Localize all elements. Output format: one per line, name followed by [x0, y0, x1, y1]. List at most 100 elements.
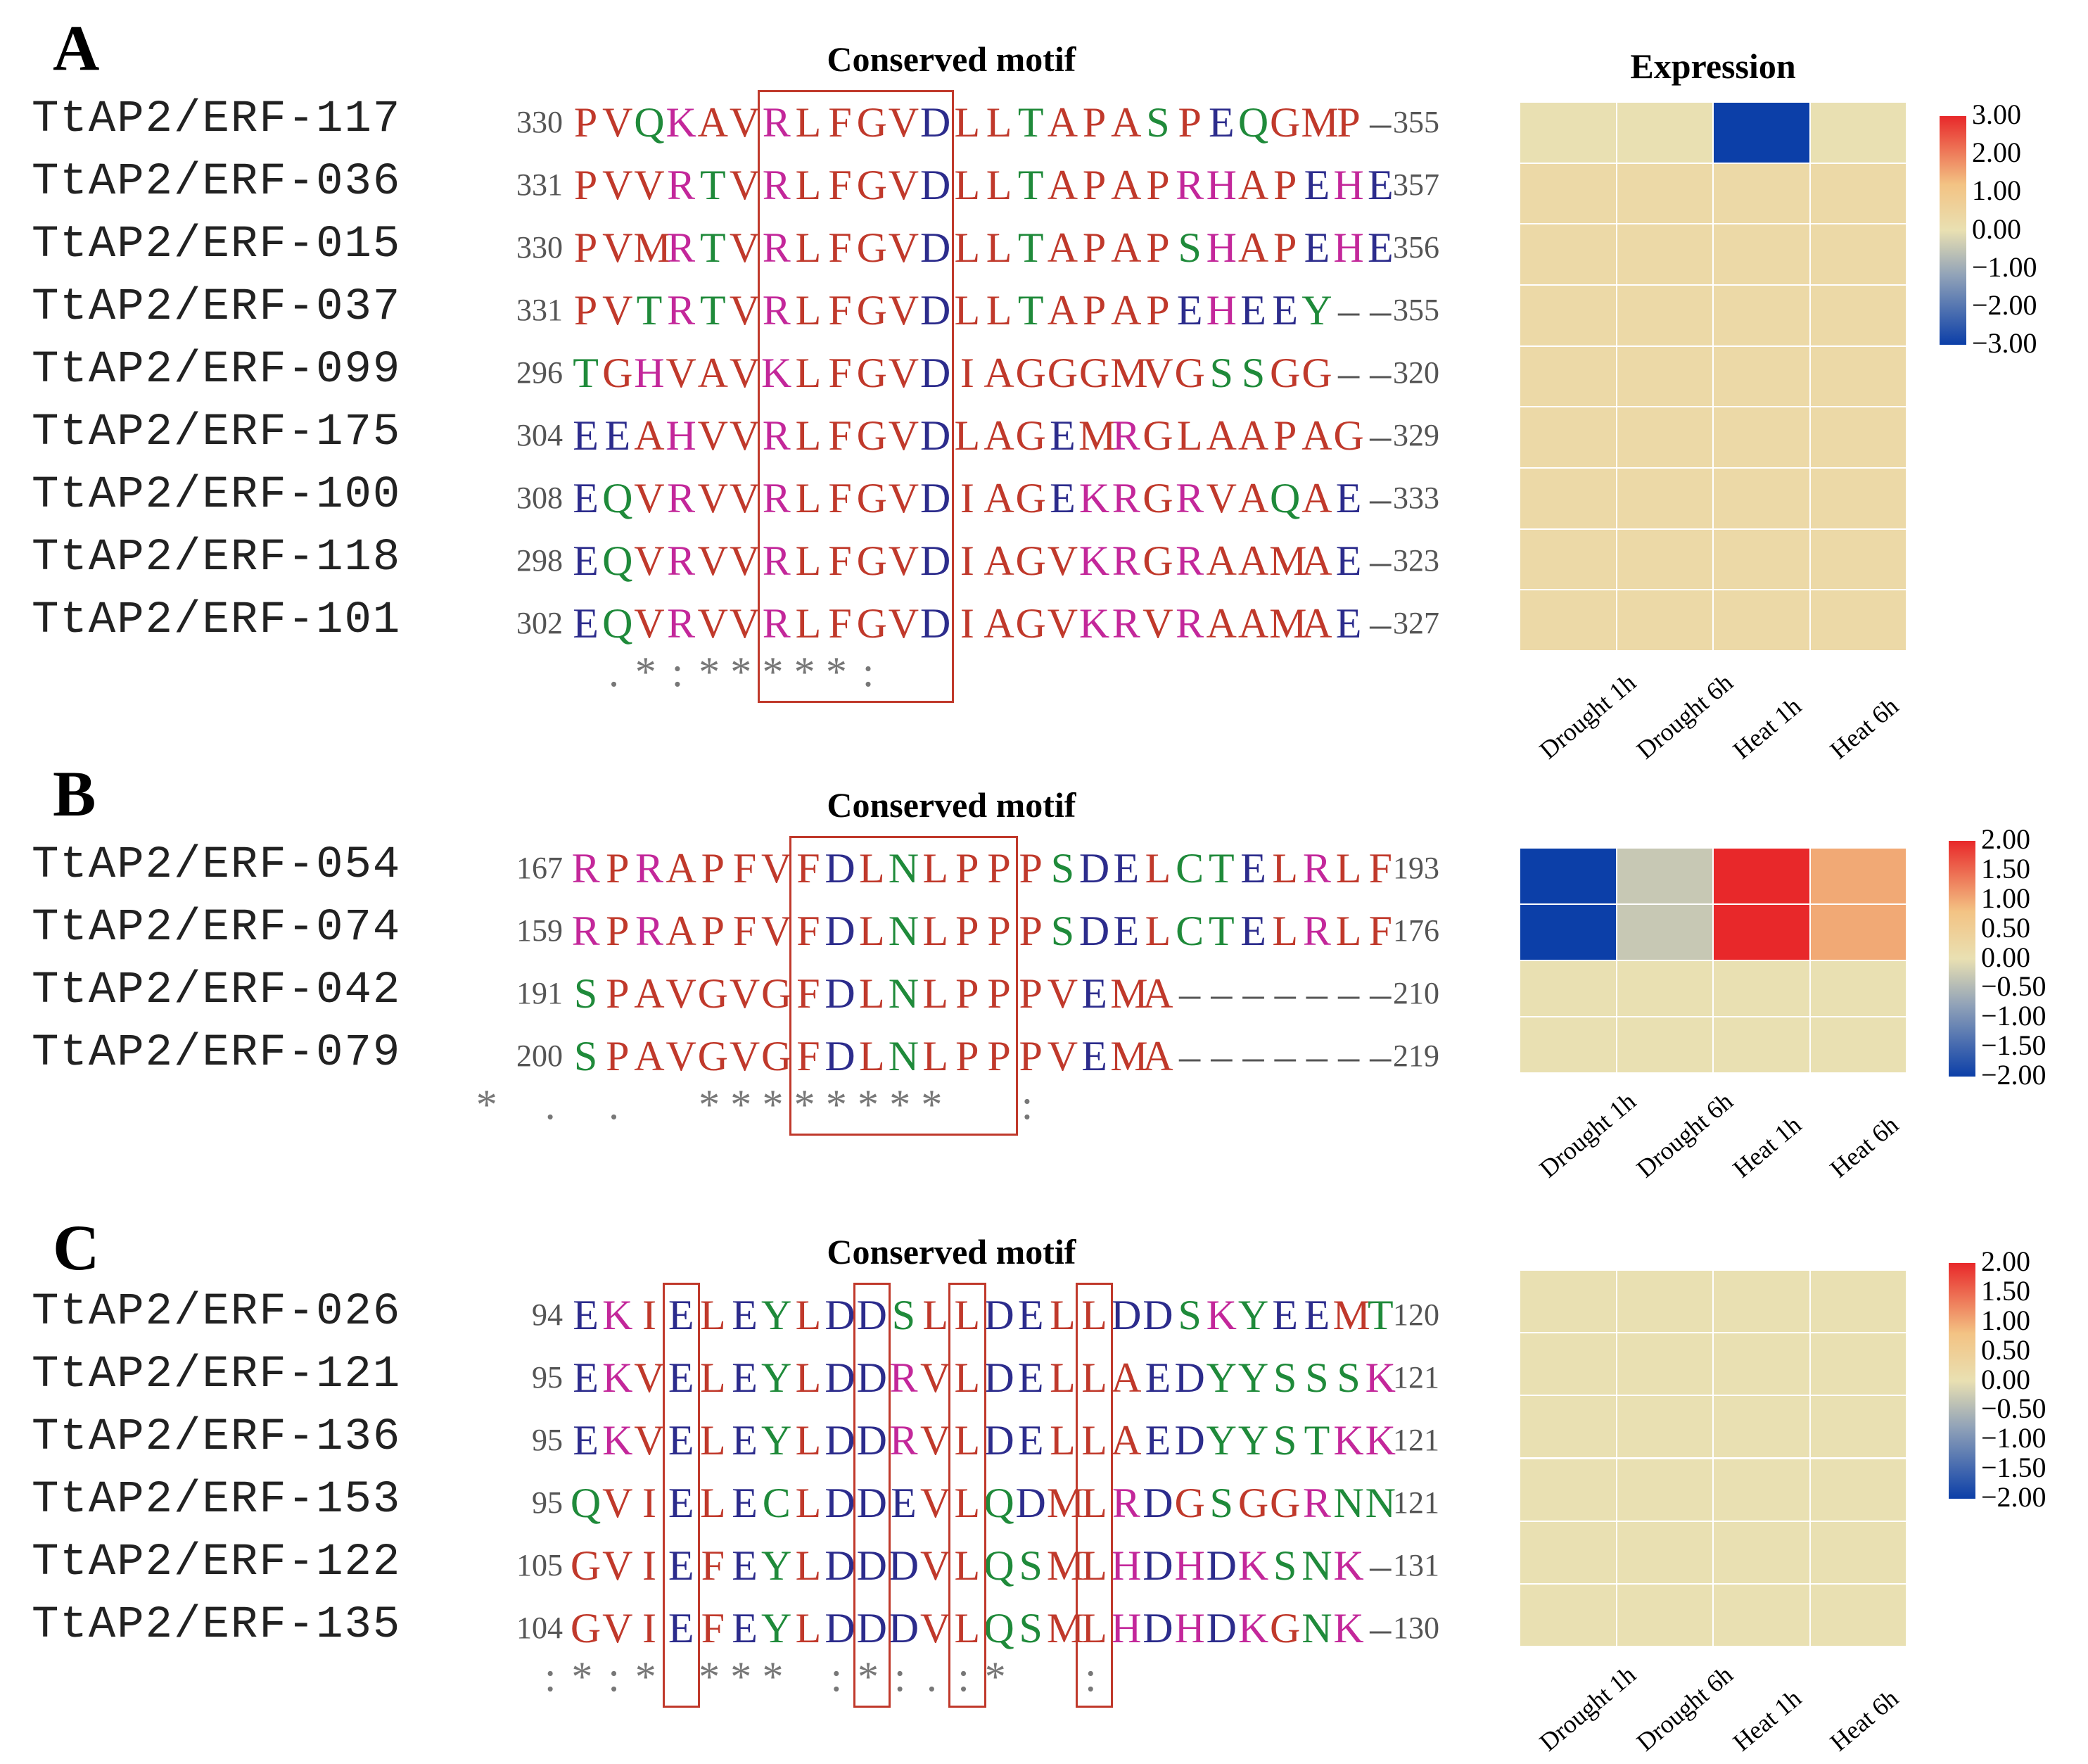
residue: Q — [602, 475, 633, 521]
conserved-motif-title: Conserved motif — [827, 1232, 1076, 1271]
residue: L — [954, 1542, 981, 1589]
color-scale-bar — [1949, 841, 1975, 1077]
conservation-mark — [1234, 1081, 1266, 1129]
residue: E — [732, 1354, 758, 1401]
residue: L — [795, 350, 822, 396]
residue: G — [1015, 350, 1046, 396]
residue: D — [1142, 1480, 1173, 1526]
residue: R — [667, 475, 696, 521]
residue: V — [729, 287, 760, 334]
residue: R — [667, 162, 696, 208]
heatmap-cell — [1809, 528, 1906, 590]
conservation-mark — [471, 648, 502, 697]
residue: E — [1017, 1354, 1044, 1401]
residue: P — [1082, 287, 1107, 334]
residue: G — [1270, 1605, 1301, 1651]
residue: Q — [570, 1480, 601, 1526]
residue: V — [666, 350, 696, 396]
expression-title: Expression — [1630, 46, 1796, 86]
heatmap-cell — [1616, 960, 1713, 1017]
residue: E — [1209, 99, 1235, 146]
residue: A — [1111, 162, 1142, 208]
residue: K — [1333, 1417, 1364, 1464]
residue: E — [1113, 845, 1140, 891]
gap: – — [1179, 1033, 1201, 1079]
residue: A — [1237, 162, 1269, 208]
residue: Y — [761, 1605, 792, 1651]
heatmap-cell — [1520, 1583, 1617, 1646]
residue: R — [571, 845, 600, 891]
residue: A — [1111, 224, 1142, 271]
residue: T — [700, 162, 726, 208]
residue: Y — [1237, 1417, 1269, 1464]
residue: I — [960, 600, 974, 647]
residue: R — [889, 1354, 918, 1401]
conservation-mark: . — [609, 1081, 620, 1128]
residue: V — [1142, 350, 1173, 396]
heatmap-cell — [1520, 1333, 1617, 1396]
end-position: 327 — [1393, 606, 1439, 640]
residue: L — [795, 475, 822, 521]
heatmap-cell — [1713, 468, 1810, 529]
residue: Y — [761, 1417, 792, 1464]
residue: P — [606, 908, 630, 954]
heatmap-cell — [1616, 590, 1713, 651]
residue: D — [919, 224, 951, 271]
residue: E — [732, 1480, 758, 1526]
residue: F — [828, 475, 852, 521]
conservation-mark: * — [762, 649, 784, 695]
conservation-mark — [1043, 1653, 1075, 1701]
residue: R — [667, 600, 696, 647]
residue: V — [1206, 475, 1237, 521]
residue: E — [573, 1417, 599, 1464]
residue: S — [1019, 1542, 1043, 1589]
residue: L — [1081, 1480, 1107, 1526]
residue: V — [729, 1033, 760, 1079]
residue: F — [701, 1605, 725, 1651]
residue: E — [668, 1292, 694, 1338]
residue: P — [987, 970, 1011, 1017]
residue: L — [986, 162, 1012, 208]
conservation-mark — [1202, 1653, 1234, 1701]
residue: E — [1304, 1292, 1330, 1338]
residue: L — [1176, 412, 1203, 459]
gene-label: TtAP2/ERF-099 — [32, 345, 402, 395]
residue: E — [1335, 475, 1362, 521]
residue: V — [666, 1033, 696, 1079]
heatmap-cell — [1520, 1521, 1617, 1584]
conservation-line: : *: * * * * : *:.: * : — [471, 1653, 1361, 1701]
residue: V — [1047, 970, 1078, 1017]
sequence: P VT R TVR L F GVDL L TA P A P EHE EY – – — [570, 286, 1396, 335]
residue: P — [955, 1033, 979, 1079]
residue: T — [700, 224, 726, 271]
start-position: 304 — [516, 418, 563, 452]
residue: M — [1046, 1605, 1085, 1651]
residue: D — [825, 1542, 855, 1589]
residue: A — [666, 845, 696, 891]
residue: P — [1019, 970, 1043, 1017]
end-position: 121 — [1393, 1423, 1439, 1457]
heatmap-cell — [1616, 1583, 1713, 1646]
sequence: P VQKAVR L F GVDL L TA P A S P EQGMP – — [570, 99, 1396, 147]
residue: P — [1273, 224, 1297, 271]
sequence: EQVRVVR L F GVD I AGEKRGRVAQAE – — [570, 474, 1396, 523]
residue: M — [1046, 1542, 1085, 1589]
residue: G — [1015, 538, 1046, 584]
gap: – — [1338, 350, 1360, 396]
conservation-mark: * — [476, 1081, 497, 1128]
conservation-mark: : — [830, 1654, 843, 1700]
conservation-mark: . — [926, 1654, 937, 1700]
color-scale-tick: 1.00 — [1972, 175, 2021, 207]
residue: G — [697, 1033, 729, 1079]
gene-label: TtAP2/ERF-122 — [32, 1537, 402, 1588]
residue: V — [697, 538, 729, 584]
conservation-mark: * — [825, 1081, 847, 1128]
residue: L — [922, 1292, 948, 1338]
residue: E — [668, 1605, 694, 1651]
residue: F — [796, 908, 820, 954]
residue: H — [1206, 162, 1237, 208]
heatmap-cell — [1616, 528, 1713, 590]
residue: L — [954, 1354, 981, 1401]
heatmap-cell — [1713, 163, 1810, 224]
gene-label: TtAP2/ERF-117 — [32, 94, 402, 145]
